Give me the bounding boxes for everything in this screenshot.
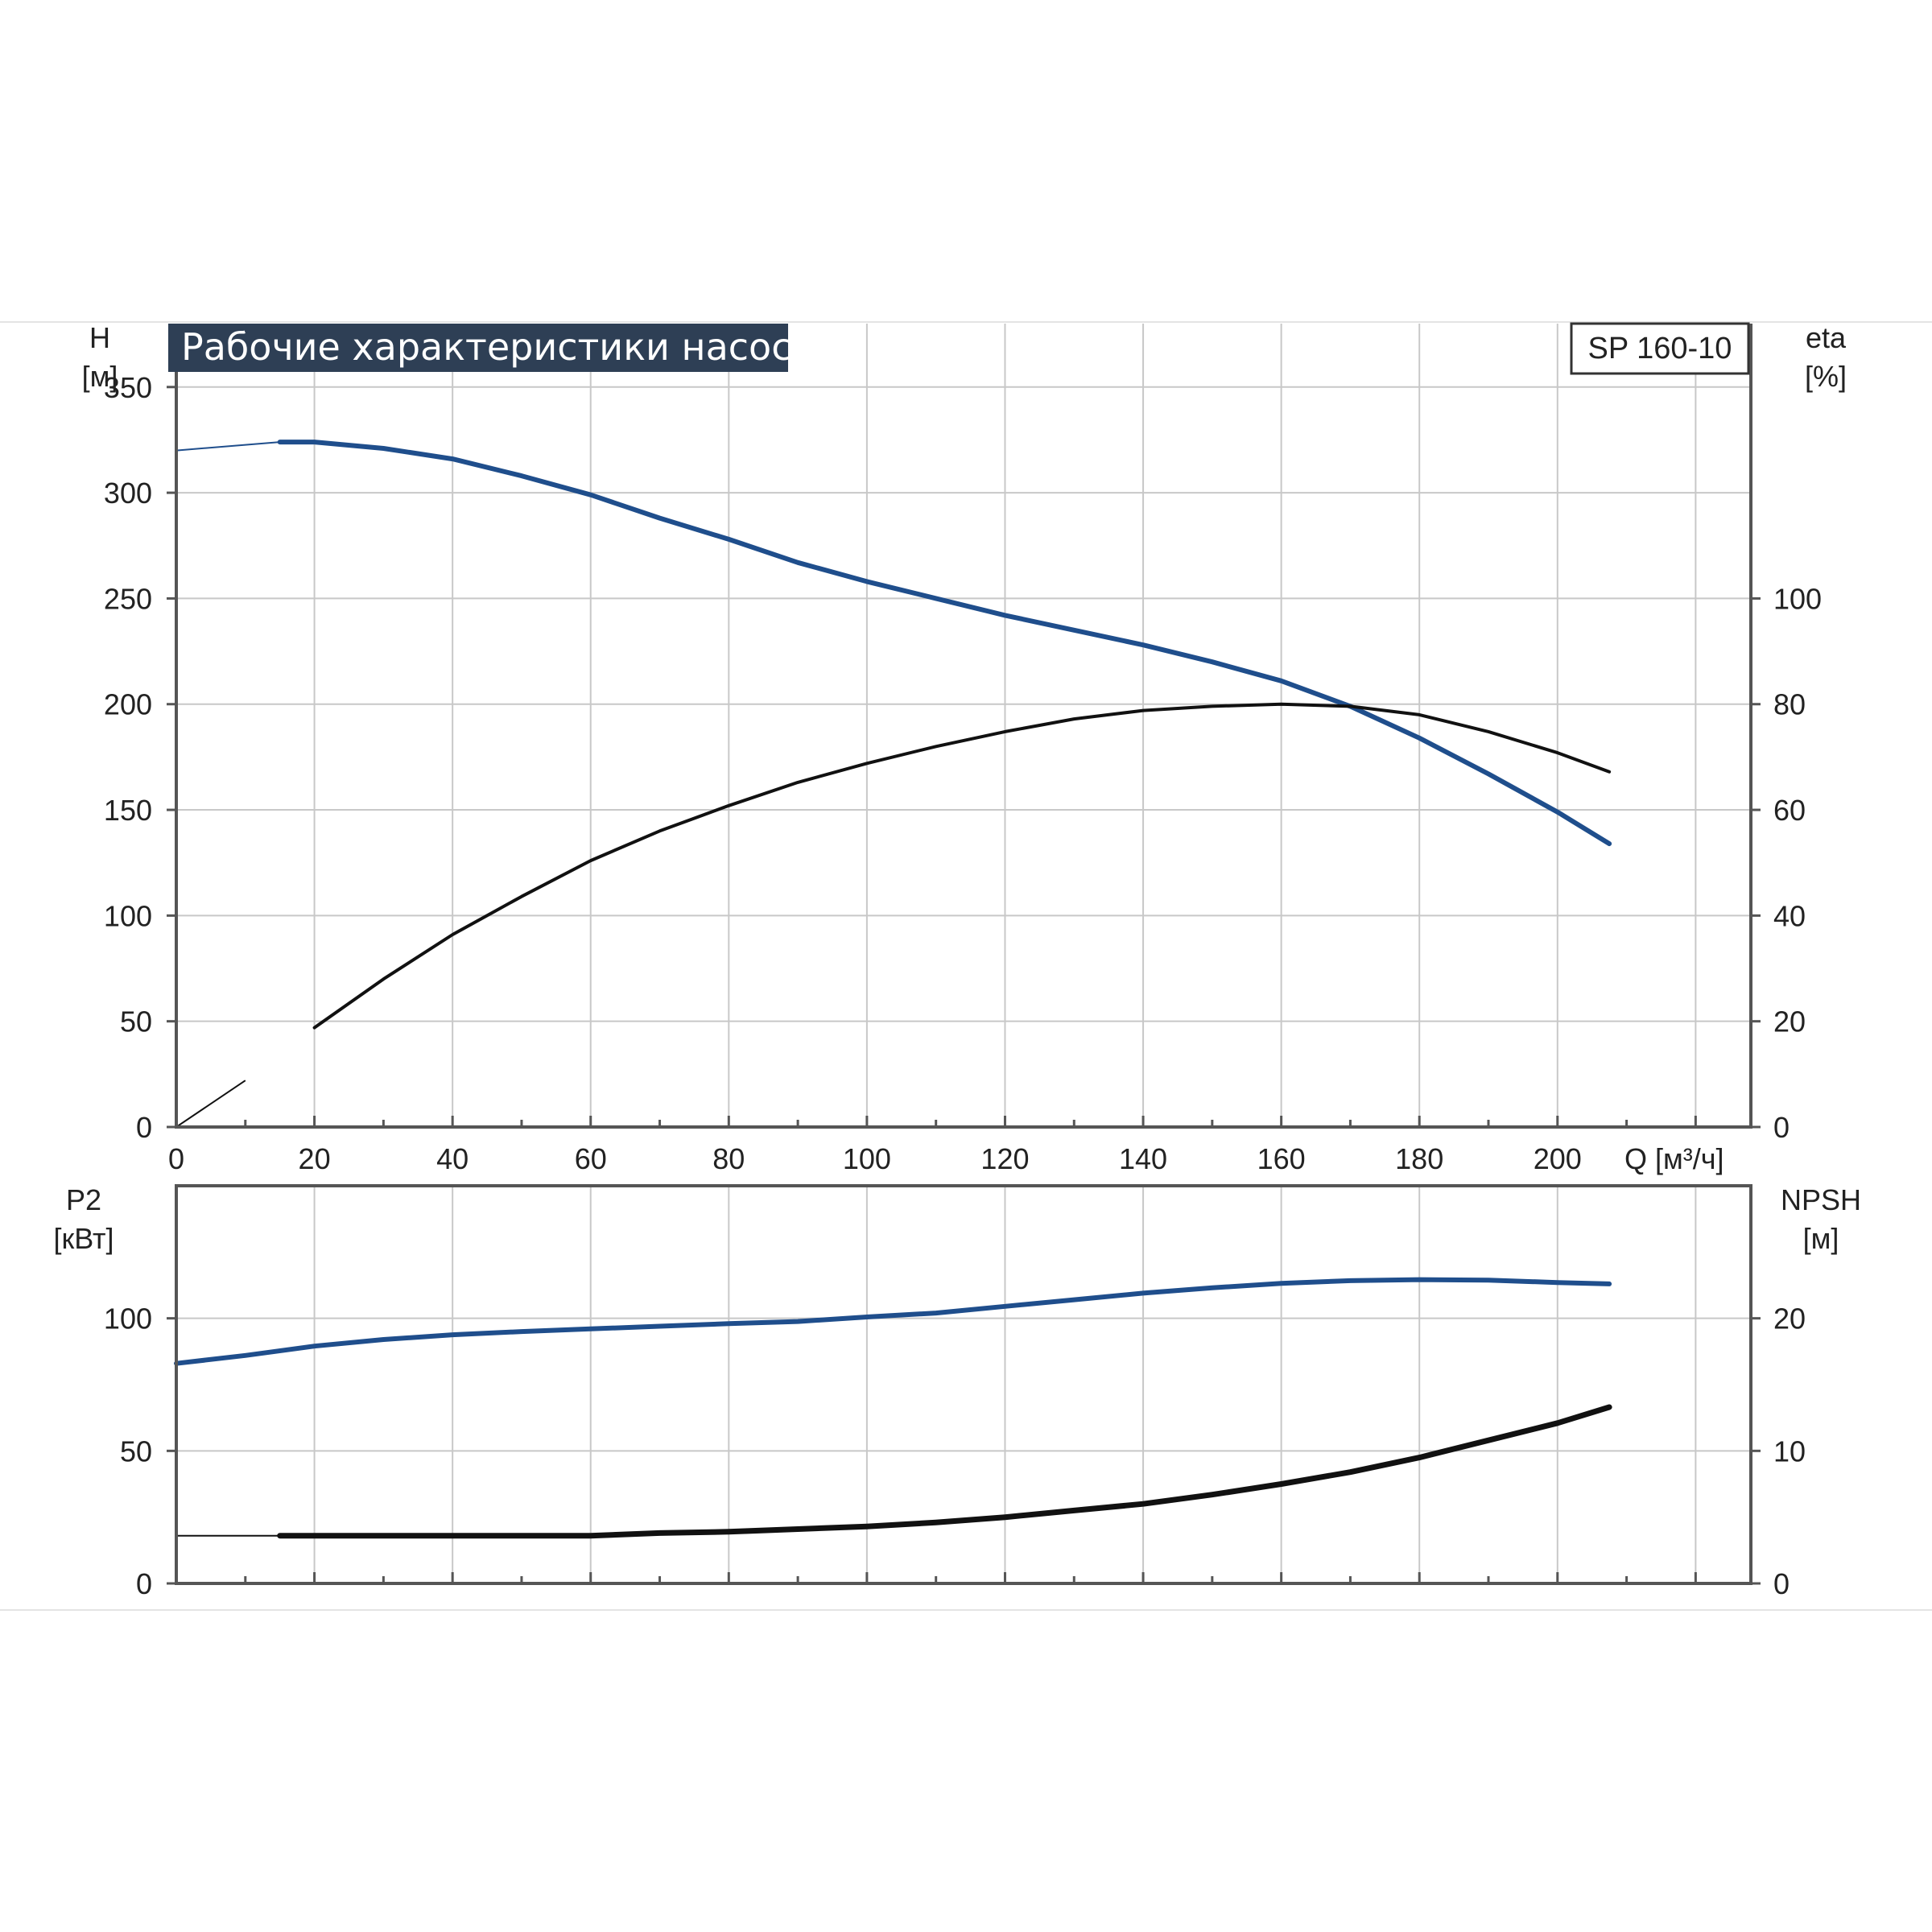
top-left-tick-label: 100 [104, 899, 152, 932]
bottom-left-tick-label: 50 [120, 1435, 152, 1468]
x-tick-label: 60 [575, 1142, 607, 1175]
top-left-tick-label: 0 [136, 1111, 152, 1144]
bottom-curves [174, 1277, 1612, 1539]
top-left-tick-label: 300 [104, 477, 152, 510]
bottom-left-axis-label: P2 [66, 1183, 101, 1216]
top-left-tick-label: 350 [104, 371, 152, 404]
x-tick-label: 120 [980, 1142, 1029, 1175]
top-right-tick-label: 20 [1773, 1005, 1806, 1038]
bottom-right-tick-label: 0 [1773, 1567, 1790, 1600]
x-tick-label: 100 [843, 1142, 891, 1175]
x-tick-label: 180 [1395, 1142, 1443, 1175]
top-grid [176, 324, 1751, 1127]
top-left-tick-label: 50 [120, 1005, 152, 1038]
x-tick-label: 160 [1257, 1142, 1306, 1175]
top-curves [175, 440, 1612, 1128]
top-right-tick-label: 0 [1773, 1111, 1790, 1144]
x-tick-label: 80 [712, 1142, 745, 1175]
top-ticks: 0 20 40 60 80 100 120 140 160 180 2000501001502002… [104, 371, 1822, 1175]
bottom-right-tick-label: 20 [1773, 1302, 1806, 1335]
top-left-tick-label: 200 [104, 688, 152, 721]
bottom-left-axis-unit: [кВт] [53, 1222, 114, 1255]
x-tick-label: 20 [299, 1142, 331, 1175]
x-tick-label: 0 [168, 1142, 184, 1175]
title-banner [168, 324, 788, 372]
bottom-plot-frame [175, 1184, 1752, 1585]
top-plot-frame [175, 324, 1752, 1129]
top-curve-0 [277, 440, 1612, 847]
top-curve-1 [312, 702, 1612, 1030]
x-tick-label: 140 [1119, 1142, 1167, 1175]
bottom-curve-0 [174, 1277, 1612, 1366]
x-tick-label: 200 [1534, 1142, 1582, 1175]
top-right-axis-unit: [%] [1805, 360, 1847, 393]
top-right-tick-label: 40 [1773, 899, 1806, 932]
bottom-right-tick-label: 10 [1773, 1435, 1806, 1468]
top-left-axis-unit: [м] [82, 360, 118, 393]
bottom-right-axis-unit: [м] [1803, 1222, 1839, 1255]
top-left-tick-label: 250 [104, 582, 152, 615]
top-curve-1-extrapolated [175, 1080, 246, 1128]
top-left-axis-label: H [89, 321, 110, 354]
model-box [1570, 322, 1750, 375]
top-left-tick-label: 150 [104, 794, 152, 827]
bottom-left-tick-label: 0 [136, 1567, 152, 1600]
top-right-tick-label: 100 [1773, 582, 1822, 615]
bottom-grid [176, 1186, 1751, 1583]
chart-title: Рабочие характеристики насоса [181, 325, 815, 369]
top-right-tick-label: 60 [1773, 794, 1806, 827]
bottom-curve-1 [277, 1404, 1612, 1539]
x-axis-label: Q [м³/ч] [1624, 1142, 1724, 1175]
top-curve-0-extrapolated [175, 441, 280, 452]
model-label: SP 160-10 [1588, 332, 1732, 365]
x-tick-label: 40 [436, 1142, 469, 1175]
bottom-ticks: 0 50 100 0 10 20 [104, 1302, 1806, 1600]
top-right-tick-label: 80 [1773, 688, 1806, 721]
bottom-right-axis-label: NPSH [1781, 1183, 1861, 1216]
bottom-left-tick-label: 100 [104, 1302, 152, 1335]
top-right-axis-label: eta [1806, 321, 1847, 354]
